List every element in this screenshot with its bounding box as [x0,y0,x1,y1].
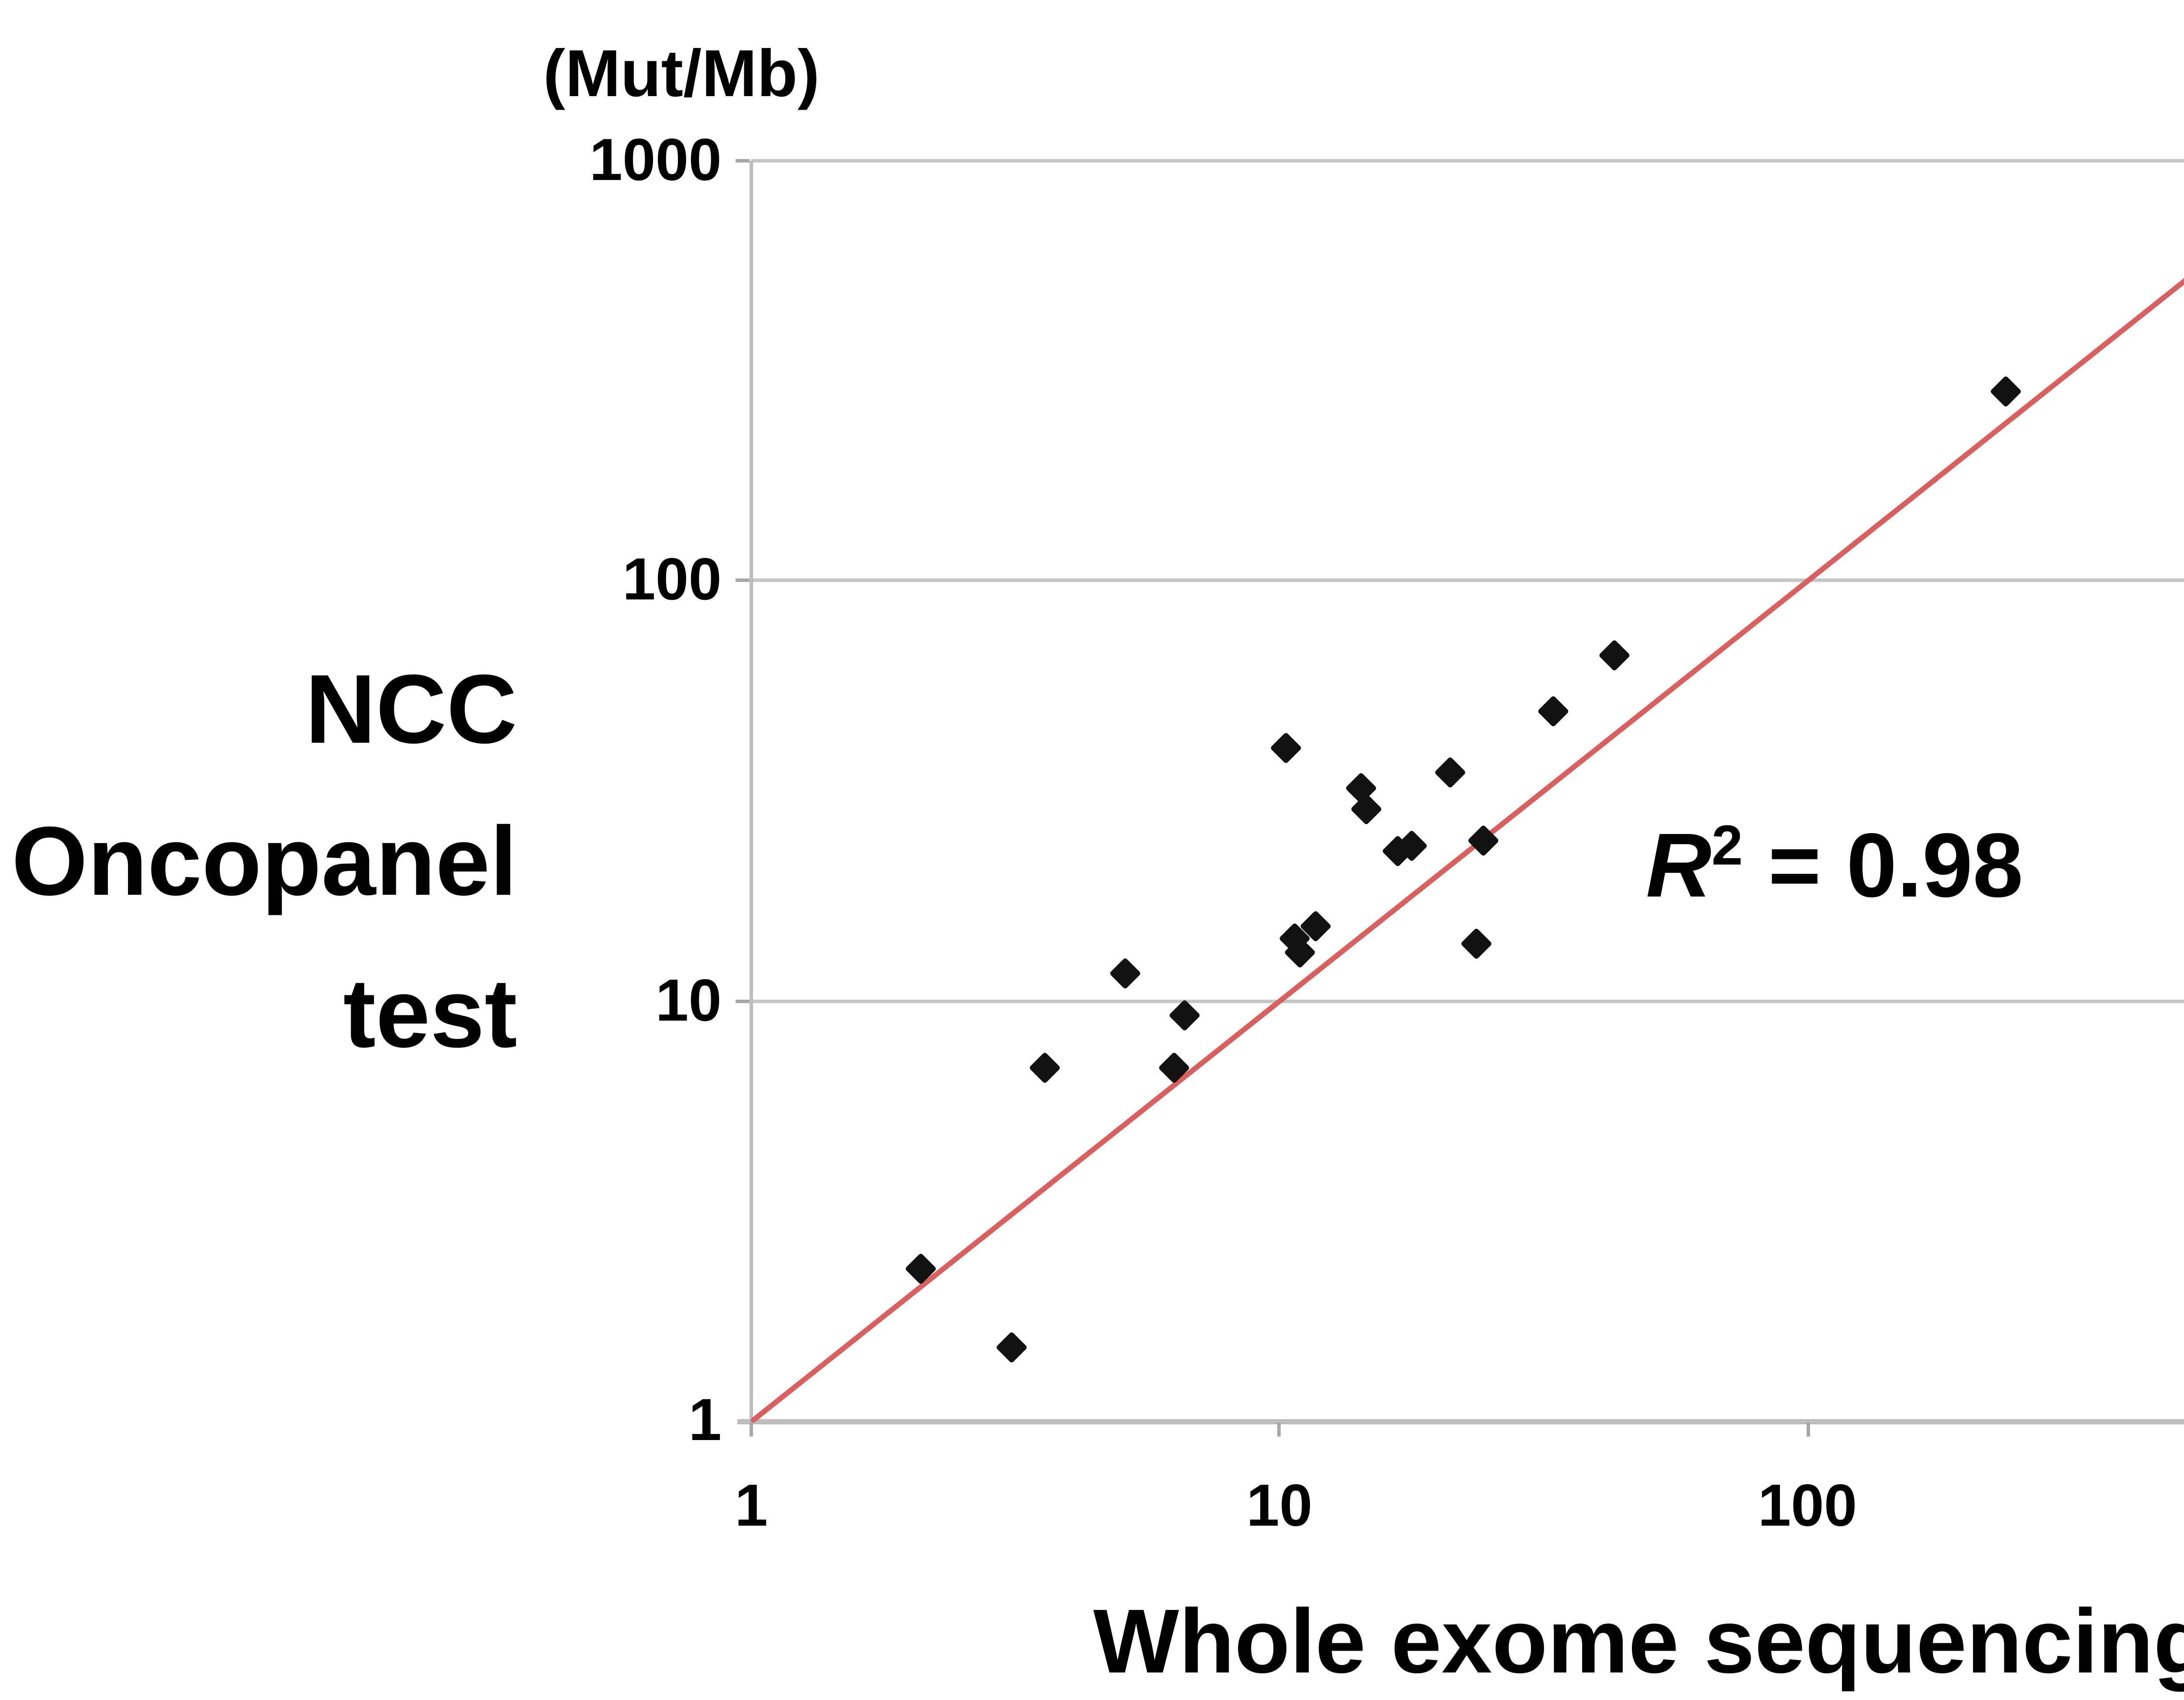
reference-line [750,142,2184,1423]
x-axis-tick-100 [1806,1423,1809,1437]
gridline-y-1000 [751,158,2184,162]
data-point [1109,957,1141,990]
data-point [1270,731,1303,764]
x-axis-line [737,1419,2184,1424]
y-axis-tick-1000 [736,158,750,162]
y-axis-title-line: test [343,958,517,1068]
x-tick-label-10: 10 [1246,1473,1313,1540]
x-tick-label-100: 100 [1758,1473,1857,1540]
y-tick-label-1: 1 [688,1388,722,1454]
data-point [1537,694,1569,727]
r-squared-exponent: 2 [1711,814,1743,877]
data-point [1029,1052,1061,1084]
r-squared-annotation: R2 = 0.98 [1646,814,2023,919]
y-tick-label-10: 10 [655,967,722,1034]
data-point [1168,1000,1200,1032]
y-axis-title: NCC Oncopanel test [0,633,517,1089]
data-point [1598,640,1630,672]
y-axis-title-line: Oncopanel [11,806,517,916]
y-tick-label-100: 100 [622,547,722,613]
r-squared-value: = 0.98 [1743,816,2023,918]
y-axis-tick-100 [736,578,750,582]
y-axis-unit-label: (Mut/Mb) [543,38,820,112]
data-point [1433,755,1466,788]
data-point [1460,928,1493,961]
x-axis-tick-10 [1278,1423,1281,1437]
x-tick-label-1: 1 [735,1473,768,1540]
gridline-y-10 [751,999,2184,1002]
r-squared-symbol: R [1646,816,1712,918]
y-axis-title-line: NCC [305,654,517,764]
y-tick-label-1000: 1000 [589,127,722,193]
x-axis-tick-1 [750,1423,753,1437]
data-point [1989,376,2022,409]
gridline-y-100 [751,578,2184,582]
data-point [995,1330,1027,1363]
x-axis-title: Whole exome sequencing [1093,1592,2184,1693]
y-axis-tick-10 [736,999,750,1002]
y-axis-line [750,160,753,1437]
